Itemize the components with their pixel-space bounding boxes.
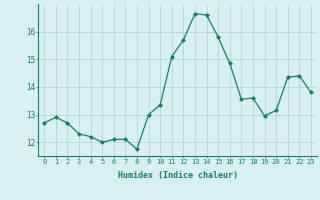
X-axis label: Humidex (Indice chaleur): Humidex (Indice chaleur) [118,171,238,180]
